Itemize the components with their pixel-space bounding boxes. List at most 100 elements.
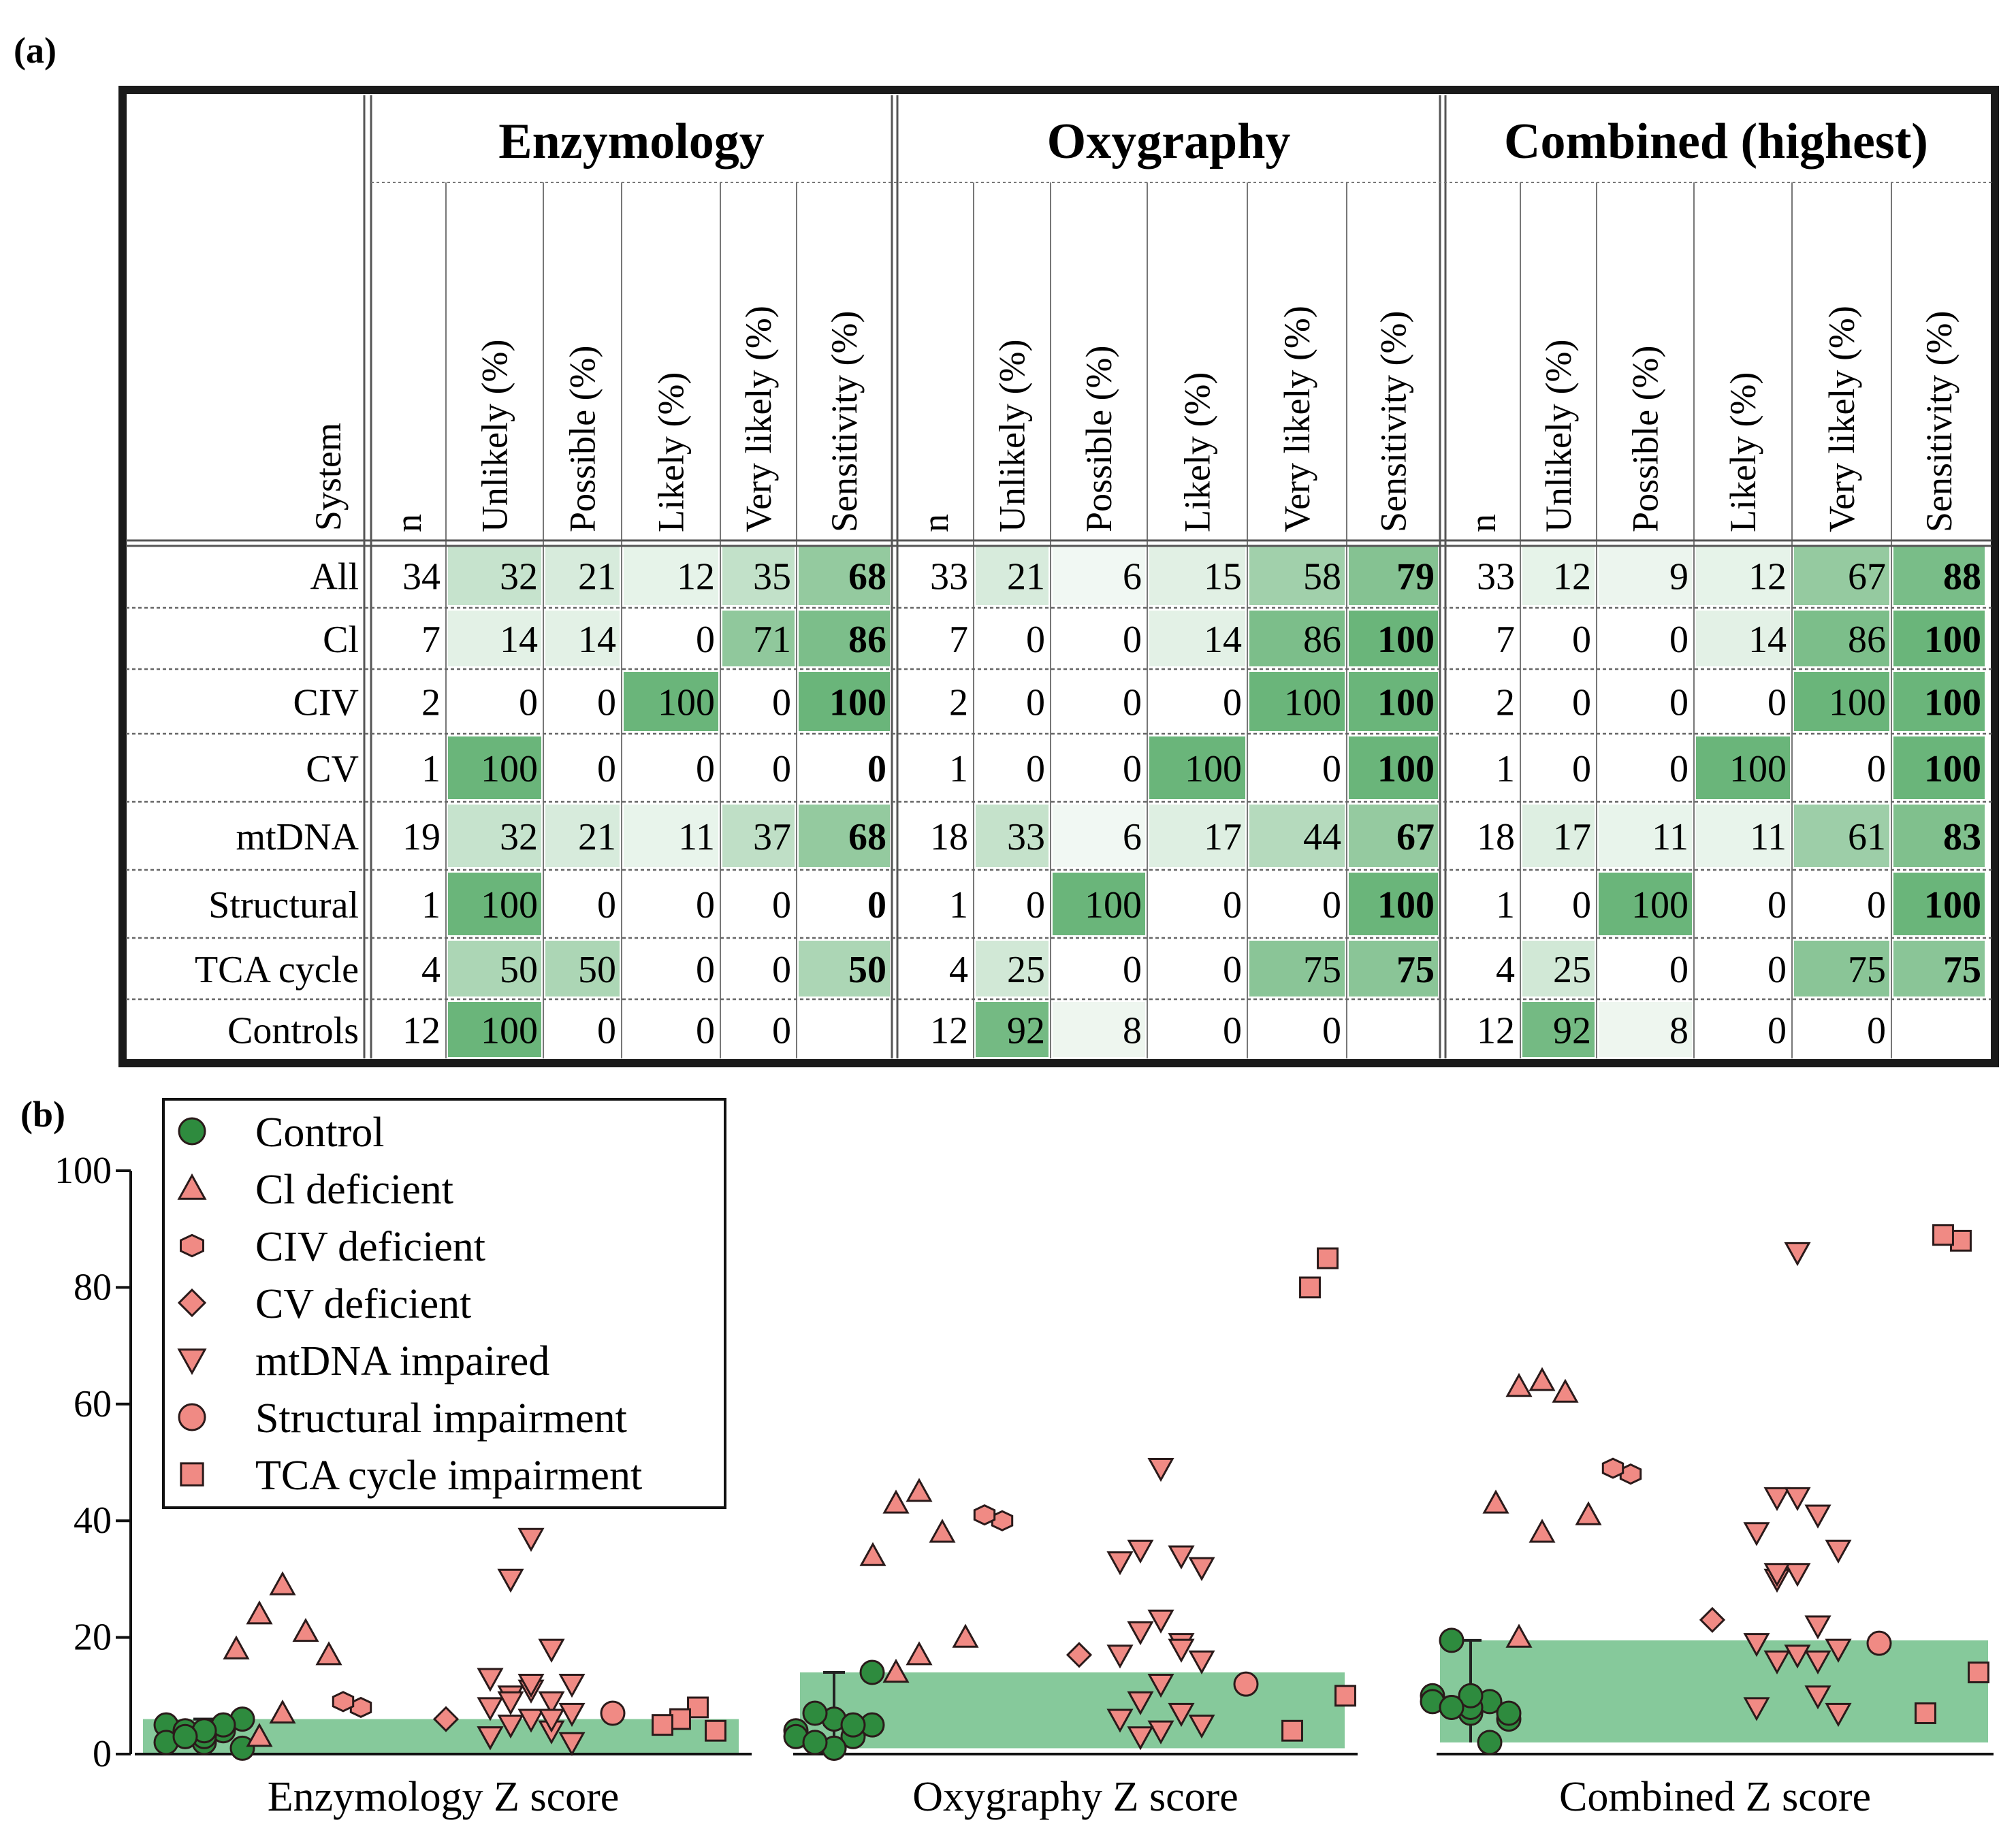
heat-cell (545, 805, 620, 867)
cl-deficient-point (929, 1519, 956, 1543)
heat-cell (448, 1002, 541, 1057)
heat-cell (448, 873, 541, 935)
y-tick-label: 40 (74, 1500, 112, 1542)
heat-cell (1794, 941, 1889, 996)
column-header: Likely (%) (1723, 372, 1763, 532)
table-cell-value: 0 (772, 682, 791, 724)
legend-label: CV deficient (255, 1281, 471, 1327)
mtdna-impaired-point (1127, 1539, 1154, 1564)
heat-cell (1893, 805, 1985, 867)
heat-cell (1522, 941, 1595, 996)
table-cell-value: 14 (578, 619, 616, 661)
table-cell-value: 0 (696, 1010, 715, 1052)
table-cell-value: 0 (597, 884, 616, 926)
table-cell-value: 32 (500, 816, 538, 858)
table-cell-value: 6 (1123, 556, 1142, 598)
heat-cell (1599, 873, 1692, 935)
table-cell-value: 86 (848, 619, 886, 661)
heat-cell (1893, 873, 1985, 935)
table-cell-value: 33 (930, 556, 968, 598)
tca-cycle-impairment-point (1334, 1685, 1356, 1707)
system-label: Structural (208, 884, 359, 926)
table-cell-value: 86 (1848, 619, 1886, 661)
table-cell-value: 17 (1204, 816, 1242, 858)
heat-cell (976, 805, 1049, 867)
mtdna-impaired-point (1784, 1563, 1811, 1587)
table-cell-value: 9 (1669, 556, 1689, 598)
cv-deficient-point (177, 1288, 207, 1318)
table-cell-value: 0 (519, 682, 538, 724)
table-cell-value: 0 (597, 748, 616, 790)
y-tick-label: 20 (74, 1617, 112, 1659)
legend-label: Cl deficient (255, 1167, 453, 1213)
table-cell-value: 67 (1396, 816, 1435, 858)
table-cell-value: 50 (578, 949, 616, 991)
heat-cell (1599, 1002, 1692, 1057)
table-cell-value: 71 (753, 619, 791, 661)
mtdna-impaired-point (1147, 1609, 1174, 1634)
table-cell-value: 100 (1924, 682, 1981, 724)
table-cell-value: 0 (1322, 748, 1341, 790)
mtdna-impaired-point (1147, 1720, 1174, 1745)
mtdna-impaired-point (1147, 1457, 1174, 1482)
heat-cell (1794, 546, 1889, 605)
heat-cell (1522, 805, 1595, 867)
table-cell-value: 100 (1377, 748, 1435, 790)
heat-cell (1149, 805, 1245, 867)
mtdna-impaired-point (1147, 1674, 1174, 1698)
heat-cell (799, 672, 890, 731)
table-cell-value: 12 (677, 556, 715, 598)
control-point (802, 1700, 828, 1726)
cl-deficient-point (906, 1641, 933, 1666)
control-point (1477, 1730, 1503, 1755)
legend-label: TCA cycle impairment (255, 1453, 642, 1499)
column-header: Likely (%) (651, 372, 692, 532)
mtdna-impaired-point (1804, 1504, 1831, 1529)
cl-deficient-point (859, 1542, 886, 1566)
table-cell-value: 0 (597, 1010, 616, 1052)
table-cell-value: 100 (1377, 682, 1435, 724)
mtdna-impaired-point (558, 1732, 586, 1756)
table-cell-value: 0 (1223, 682, 1242, 724)
cv-deficient-point (1066, 1642, 1093, 1668)
table-cell-value: 18 (1477, 816, 1515, 858)
table-cell-value: 75 (1396, 949, 1435, 991)
table-cell-value: 7 (949, 619, 968, 661)
control-point (229, 1735, 255, 1761)
mtdna-impaired-point (1763, 1487, 1791, 1512)
legend-label: Control (255, 1109, 384, 1156)
column-header: Sensitivity (%) (824, 311, 865, 532)
heat-cell (1349, 805, 1438, 867)
system-label: mtDNA (236, 816, 359, 858)
control-range-band (1440, 1640, 1988, 1743)
mtdna-impaired-point (1784, 1644, 1811, 1669)
table-cell-value: 25 (1007, 949, 1045, 991)
civ-deficient-point (1601, 1457, 1625, 1479)
table-cell-value: 1 (1496, 884, 1515, 926)
table-cell-value: 100 (1924, 884, 1981, 926)
mtdna-impaired-point (538, 1638, 565, 1663)
column-header: Very likely (%) (1821, 306, 1862, 532)
column-header: n (388, 514, 429, 532)
tca-cycle-impairment-point (180, 1462, 204, 1487)
group-header: Enzymology (498, 114, 765, 169)
cv-deficient-point (432, 1706, 460, 1732)
heat-cell (1522, 1002, 1595, 1057)
column-header: n (915, 514, 956, 532)
mtdna-impaired-point (517, 1708, 545, 1733)
tca-cycle-impairment-point (1968, 1662, 1989, 1683)
table-cell-value: 0 (1123, 619, 1142, 661)
table-cell-value: 0 (1669, 682, 1689, 724)
table-cell-value: 75 (1943, 949, 1981, 991)
table-cell-value: 0 (1669, 748, 1689, 790)
table-cell-value: 50 (500, 949, 538, 991)
table-cell-value: 58 (1303, 556, 1341, 598)
cl-deficient-point (882, 1489, 910, 1514)
heat-cell (799, 546, 890, 605)
cl-deficient-point (1552, 1378, 1579, 1403)
table-cell-value: 100 (1729, 748, 1787, 790)
heat-cell (1249, 805, 1345, 867)
mtdna-impaired-point (1106, 1551, 1134, 1576)
cl-deficient-point (177, 1173, 207, 1200)
